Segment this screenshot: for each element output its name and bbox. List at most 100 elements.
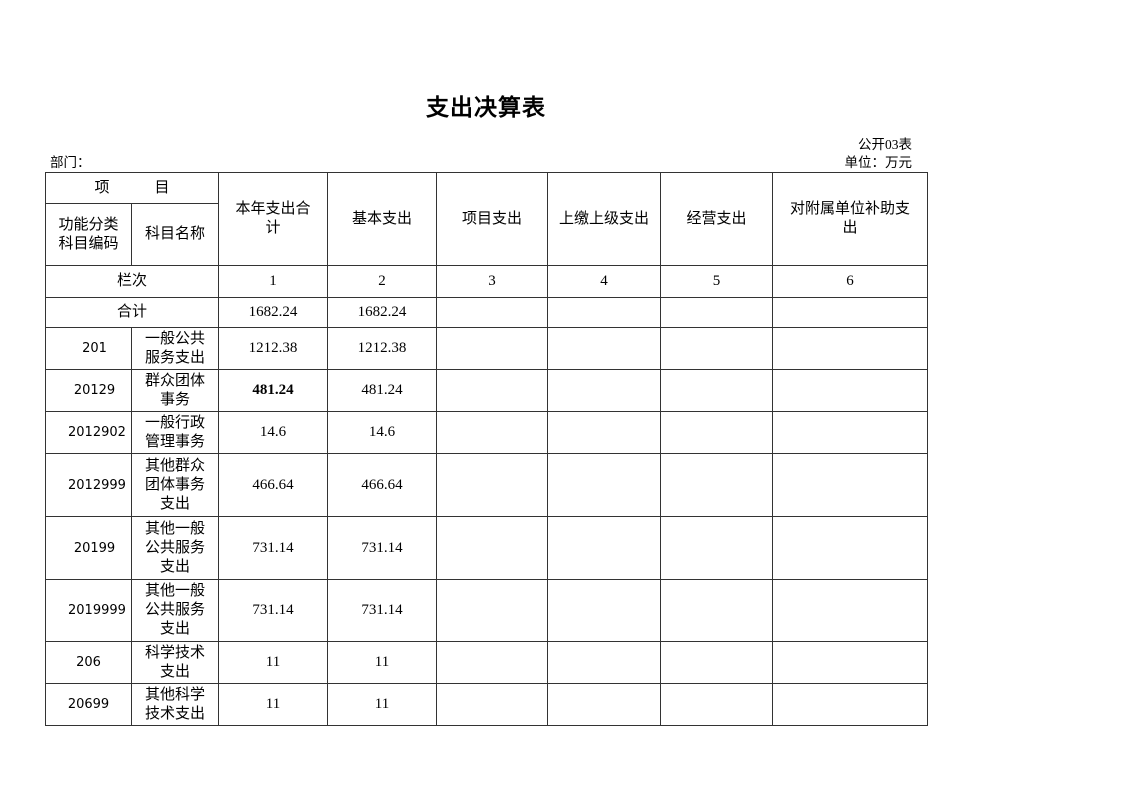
value-cell: [436, 297, 549, 328]
value-cell: [660, 369, 774, 412]
value-cell: [436, 579, 549, 642]
header-col-upward: 上缴上级支出: [547, 172, 662, 266]
value-cell: [547, 453, 662, 517]
value-cell: 466.64: [327, 453, 438, 517]
value-cell: [772, 369, 929, 412]
value-cell: [660, 327, 774, 370]
total-label: 合计: [44, 297, 220, 328]
value-cell: 1212.38: [327, 327, 438, 370]
column-number: 2: [327, 265, 438, 298]
column-number: 1: [218, 265, 329, 298]
name-cell: 一般公共服务支出: [130, 327, 220, 370]
value-cell: [436, 411, 549, 454]
value-cell: 11: [218, 641, 329, 684]
value-cell: [436, 683, 549, 726]
code-cell: 20199: [45, 516, 132, 580]
value-cell: [660, 516, 774, 580]
table-row: 20199 其他一般公共服务支出 731.14 731.14: [45, 516, 929, 580]
column-number: 4: [547, 265, 662, 298]
value-cell: [547, 369, 662, 412]
name-cell: 其他科学技术支出: [130, 683, 220, 726]
table-row: 20699 其他科学技术支出 11 11: [45, 683, 929, 726]
value-cell: [547, 683, 662, 726]
value-cell: [436, 516, 549, 580]
lanci-label: 栏次: [44, 265, 220, 298]
name-cell: 其他一般公共服务支出: [130, 579, 220, 642]
code-cell: 206: [45, 641, 132, 684]
header-row-sub: 功能分类科目编码 科目名称: [45, 203, 928, 266]
value-cell: [660, 411, 774, 454]
header-code-col: 功能分类科目编码: [45, 203, 132, 266]
value-cell: [436, 453, 549, 517]
value-cell: [660, 453, 774, 517]
meta-line: 部门： 单位：万元: [45, 151, 912, 171]
column-number: 5: [660, 265, 774, 298]
header-col-total: 本年支出合计: [218, 172, 329, 266]
value-cell: [660, 579, 774, 642]
value-cell: 731.14: [218, 516, 329, 580]
value-cell: [772, 579, 929, 642]
value-cell: [436, 327, 549, 370]
code-cell: 201: [45, 327, 132, 370]
value-cell: 11: [218, 683, 329, 726]
value-cell: [660, 641, 774, 684]
department-label: 部门：: [50, 155, 91, 170]
name-cell: 其他群众团体事务支出: [130, 453, 220, 517]
header-col-subsidy: 对附属单位补助支出: [772, 172, 929, 266]
value-cell: 466.64: [218, 453, 329, 517]
value-cell: 731.14: [327, 579, 438, 642]
table-body: 合计 1682.24 1682.24 201 一般公共服务支出 1212.38 121…: [44, 297, 929, 726]
value-cell: [772, 297, 929, 328]
value-cell: 14.6: [218, 411, 329, 454]
table-row: 201 一般公共服务支出 1212.38 1212.38: [45, 327, 929, 370]
value-cell: 481.24: [327, 369, 438, 412]
value-cell: 1682.24: [327, 297, 438, 328]
table-row: 2012902 一般行政管理事务 14.6 14.6: [45, 411, 929, 454]
header-row-item: 项 目 本年支出合计 基本支出 项目支出 上缴上级支出 经营支出 对附属单位补助…: [44, 172, 929, 266]
value-cell: 14.6: [327, 411, 438, 454]
code-cell: 20129: [45, 369, 132, 412]
name-cell: 群众团体事务: [130, 369, 220, 412]
value-cell: 481.24: [218, 369, 329, 412]
name-cell: 一般行政管理事务: [130, 411, 220, 454]
form-number-label: 公开03表: [858, 137, 912, 152]
value-cell: 11: [327, 683, 438, 726]
table-row: 20129 群众团体事务 481.24 481.24: [45, 369, 929, 412]
value-cell: 11: [327, 641, 438, 684]
column-number: 6: [772, 265, 929, 298]
name-cell: 科学技术支出: [130, 641, 220, 684]
value-cell: [660, 683, 774, 726]
value-cell: [772, 411, 929, 454]
header-col-basic: 基本支出: [327, 172, 438, 266]
header-name-col: 科目名称: [130, 203, 220, 266]
header-row-lanci: 栏次 1 2 3 4 5 6: [44, 265, 929, 298]
value-cell: [547, 411, 662, 454]
value-cell: [660, 297, 774, 328]
value-cell: [436, 641, 549, 684]
code-cell: 20699: [45, 683, 132, 726]
code-cell: 2012999: [45, 453, 132, 517]
value-cell: 1682.24: [218, 297, 329, 328]
code-cell: 2019999: [45, 579, 132, 642]
value-cell: 731.14: [327, 516, 438, 580]
value-cell: [772, 516, 929, 580]
column-number: 3: [436, 265, 549, 298]
value-cell: [547, 516, 662, 580]
total-row: 合计 1682.24 1682.24: [44, 297, 929, 328]
value-cell: [772, 453, 929, 517]
value-cell: [547, 297, 662, 328]
value-cell: [772, 683, 929, 726]
name-cell: 其他一般公共服务支出: [130, 516, 220, 580]
header-item-group: 项 目: [44, 172, 220, 204]
header-col-project: 项目支出: [436, 172, 549, 266]
header-col-operating: 经营支出: [660, 172, 774, 266]
value-cell: [772, 641, 929, 684]
value-cell: [772, 327, 929, 370]
table-row: 2019999 其他一般公共服务支出 731.14 731.14: [45, 579, 929, 642]
table-row: 206 科学技术支出 11 11: [45, 641, 929, 684]
value-cell: 731.14: [218, 579, 329, 642]
value-cell: 1212.38: [218, 327, 329, 370]
page-title: 支出决算表: [426, 95, 546, 120]
table-row: 2012999 其他群众团体事务支出 466.64 466.64: [45, 453, 929, 517]
